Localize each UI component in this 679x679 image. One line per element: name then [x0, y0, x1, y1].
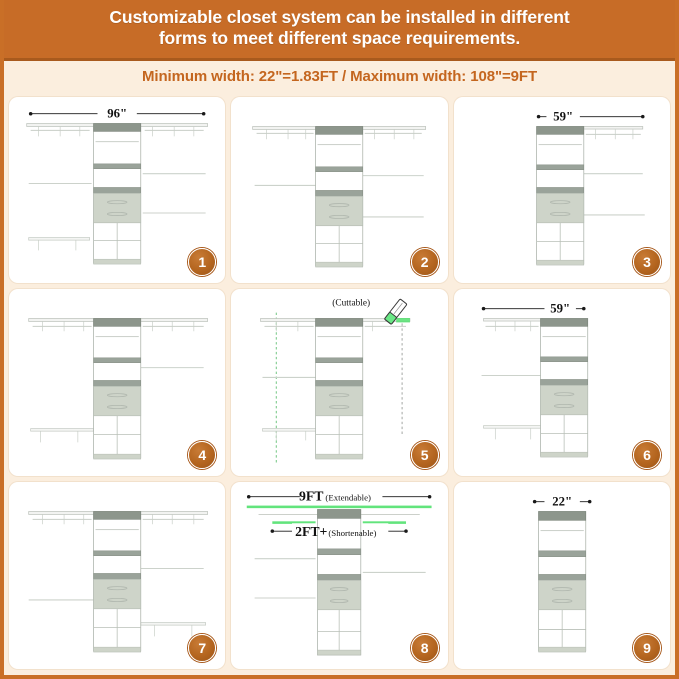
closet-diagram-7	[9, 482, 225, 669]
panel-8[interactable]: 9FT (Extendable) 2FT+ (Shortenable) 8	[231, 482, 448, 669]
dimension-label-8-top: 9FT	[299, 489, 323, 504]
panel-badge-2: 2	[410, 248, 439, 277]
header-title-line2: forms to meet different space requiremen…	[158, 28, 521, 49]
panel-7[interactable]: 7	[9, 482, 226, 669]
closet-diagram-2	[231, 97, 447, 284]
panel-6[interactable]: 59" 6	[453, 289, 670, 477]
dimension-note-8-bottom: (Shortenable)	[329, 528, 377, 538]
cut-highlight	[396, 318, 411, 323]
closet-diagram-6: 59"	[454, 289, 670, 476]
dimension-label-8-bottom: 2FT+	[295, 524, 327, 539]
panel-badge-6: 6	[632, 441, 661, 470]
closet-diagram-1: 96"	[9, 97, 225, 284]
dimension-label-3: 59"	[553, 109, 573, 123]
panel-badge-4: 4	[188, 441, 217, 470]
dimension-label-6: 59"	[550, 302, 570, 316]
panel-grid: 96" 1	[4, 93, 675, 675]
header-title-line1: Customizable closet system can be instal…	[109, 7, 570, 27]
panel-badge-1: 1	[188, 248, 217, 277]
closet-diagram-5: (Cuttable)	[231, 289, 447, 476]
infographic-page: Customizable closet system can be instal…	[4, 0, 675, 675]
panel-2[interactable]: 2	[231, 96, 448, 284]
panel-1[interactable]: 96" 1	[9, 96, 226, 284]
header-banner: Customizable closet system can be instal…	[4, 0, 675, 61]
panel-badge-8: 8	[410, 633, 439, 662]
panel-badge-5: 5	[410, 441, 439, 470]
closet-diagram-8: 9FT (Extendable) 2FT+ (Shortenable)	[231, 482, 447, 669]
panel-5[interactable]: (Cuttable) 5	[231, 289, 448, 477]
panel-badge-7: 7	[188, 633, 217, 662]
dimension-note-8-top: (Extendable)	[326, 493, 372, 503]
header-subtitle: Minimum width: 22"=1.83FT / Maximum widt…	[4, 60, 675, 93]
saw-icon	[384, 299, 408, 325]
cuttable-label: (Cuttable)	[333, 298, 371, 309]
panel-3[interactable]: 59" 3	[453, 96, 670, 284]
closet-diagram-4	[9, 289, 225, 476]
panel-badge-3: 3	[632, 248, 661, 277]
closet-diagram-9: 22"	[454, 482, 670, 669]
extend-bar	[247, 505, 432, 509]
dimension-label-1: 96"	[107, 106, 127, 120]
shorten-bar-right	[363, 521, 407, 525]
shorten-bar-left	[272, 521, 316, 525]
panel-badge-9: 9	[632, 633, 661, 662]
closet-diagram-3: 59"	[454, 97, 670, 284]
panel-4[interactable]: 4	[9, 289, 226, 477]
dimension-label-9: 22"	[552, 495, 572, 509]
panel-9[interactable]: 22" 9	[453, 482, 670, 669]
